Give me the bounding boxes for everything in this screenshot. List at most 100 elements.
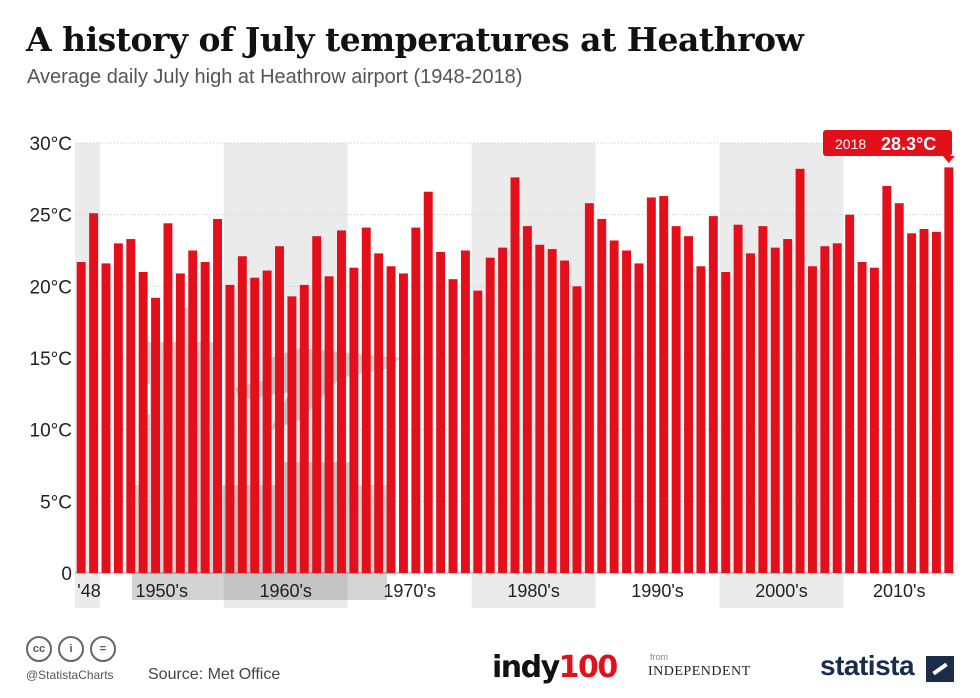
bar-1964 bbox=[275, 246, 284, 573]
callout-value: 28.3°C bbox=[881, 134, 936, 154]
x-axis-decade-labels: '48 1950's 1960's 1970's 1980's 1990's 2000's 2… bbox=[77, 581, 925, 601]
bar-2011 bbox=[857, 261, 867, 573]
y-tick-label: 10°C bbox=[30, 421, 72, 442]
bar-1980 bbox=[473, 290, 483, 573]
bar-2007 bbox=[808, 266, 817, 573]
decade-label-2010: 2010's bbox=[873, 581, 925, 601]
bar-1994 bbox=[646, 197, 656, 573]
y-tick-label: 15°C bbox=[30, 349, 72, 370]
bar-1988 bbox=[572, 286, 582, 573]
y-tick-label: 0 bbox=[61, 564, 72, 585]
bar-1975 bbox=[411, 227, 421, 574]
bar-1971 bbox=[361, 227, 371, 574]
y-tick-label: 30°C bbox=[30, 134, 72, 155]
bar-1960 bbox=[225, 284, 235, 573]
bar-1993 bbox=[634, 263, 644, 573]
july-temperature-bar-chart: 0 5°C 10°C 15°C 20°C 25°C 30°C '48 1950's 1960's… bbox=[30, 130, 955, 608]
bar-1976 bbox=[423, 191, 433, 573]
from-label: from bbox=[650, 652, 668, 662]
bar-1955 bbox=[163, 223, 173, 573]
bar-1995 bbox=[659, 196, 669, 573]
bar-1969 bbox=[337, 230, 346, 573]
bar-2013 bbox=[882, 186, 892, 573]
bar-1959 bbox=[213, 218, 222, 573]
bar-1948 bbox=[76, 261, 86, 573]
bar-1977 bbox=[436, 251, 446, 573]
source-label: Source: bbox=[148, 666, 204, 683]
source-line: Source: Met Office bbox=[148, 666, 280, 684]
attribution-person-icon: i bbox=[58, 636, 84, 662]
chart-title: A history of July temperatures at Heathr… bbox=[26, 20, 804, 59]
bar-1985 bbox=[535, 244, 545, 573]
bar-1984 bbox=[522, 226, 532, 573]
indy-logo-text: indy bbox=[492, 650, 560, 685]
bar-1978 bbox=[448, 279, 458, 573]
callout-year: 2018 bbox=[835, 136, 866, 152]
decade-label-1970: 1970's bbox=[383, 581, 435, 601]
bar-1962 bbox=[250, 277, 260, 573]
bar-1983 bbox=[510, 177, 520, 573]
callout-2018: 2018 28.3°C bbox=[823, 130, 955, 163]
bar-1998 bbox=[696, 266, 706, 573]
bar-1951 bbox=[113, 243, 123, 574]
bar-1979 bbox=[460, 250, 470, 573]
bar-1973 bbox=[386, 266, 396, 573]
bar-1954 bbox=[151, 297, 161, 573]
decade-label-2000: 2000's bbox=[755, 581, 807, 601]
bar-2018 bbox=[944, 167, 954, 573]
bar-1986 bbox=[547, 249, 557, 574]
bar-2017 bbox=[931, 231, 941, 573]
source-value: Met Office bbox=[207, 666, 281, 683]
decade-label-1990: 1990's bbox=[631, 581, 683, 601]
bar-1957 bbox=[188, 250, 198, 573]
callout-box bbox=[823, 130, 952, 156]
bar-1991 bbox=[609, 240, 619, 573]
bar-1997 bbox=[684, 236, 693, 573]
callout-pointer bbox=[942, 156, 955, 163]
bar-1981 bbox=[485, 257, 495, 573]
bar-2005 bbox=[783, 239, 793, 574]
bar-1966 bbox=[299, 284, 309, 573]
bar-1992 bbox=[622, 250, 632, 573]
bar-2016 bbox=[919, 229, 929, 573]
bar-1950 bbox=[101, 263, 111, 573]
statista-logo: statista bbox=[820, 650, 915, 681]
statista-logo-icon bbox=[926, 656, 954, 682]
independent-logo: INDEPENDENT bbox=[648, 664, 751, 679]
bar-1968 bbox=[324, 276, 334, 573]
bar-1963 bbox=[262, 270, 272, 573]
y-tick-label: 5°C bbox=[40, 492, 72, 513]
decade-label-1950: 1950's bbox=[136, 581, 188, 601]
statista-handle: @StatistaCharts bbox=[26, 668, 114, 682]
chart-subtitle: Average daily July high at Heathrow airp… bbox=[27, 66, 523, 88]
y-tick-label: 20°C bbox=[30, 277, 72, 298]
bar-1989 bbox=[584, 203, 594, 573]
bar-2012 bbox=[869, 267, 879, 573]
bar-2015 bbox=[907, 233, 917, 574]
bar-1972 bbox=[374, 253, 384, 573]
bar-2009 bbox=[832, 243, 842, 574]
bar-1958 bbox=[200, 261, 210, 573]
bar-2001 bbox=[733, 224, 743, 573]
y-axis-labels: 0 5°C 10°C 15°C 20°C 25°C 30°C bbox=[30, 134, 72, 585]
bar-2003 bbox=[758, 226, 768, 573]
bar-1970 bbox=[349, 267, 359, 573]
indy-logo-number: 100 bbox=[558, 650, 619, 685]
decade-label-1948: '48 bbox=[77, 581, 100, 601]
bar-1987 bbox=[560, 260, 570, 573]
bar-1982 bbox=[498, 247, 508, 573]
bar-1990 bbox=[597, 218, 607, 573]
footer-left: cc i = @StatistaCharts bbox=[26, 636, 116, 682]
bar-1956 bbox=[175, 273, 185, 573]
bar-1974 bbox=[398, 273, 408, 573]
bar-1999 bbox=[708, 216, 718, 573]
bar-1965 bbox=[287, 296, 297, 573]
bar-1961 bbox=[237, 256, 247, 573]
bar-2006 bbox=[795, 168, 805, 574]
bar-2014 bbox=[894, 203, 904, 573]
bar-1949 bbox=[89, 213, 99, 573]
no-derivatives-icon: = bbox=[90, 636, 116, 662]
bar-1967 bbox=[312, 236, 322, 573]
indy100-logo: indy100 bbox=[492, 650, 619, 685]
bar-2008 bbox=[820, 246, 830, 573]
